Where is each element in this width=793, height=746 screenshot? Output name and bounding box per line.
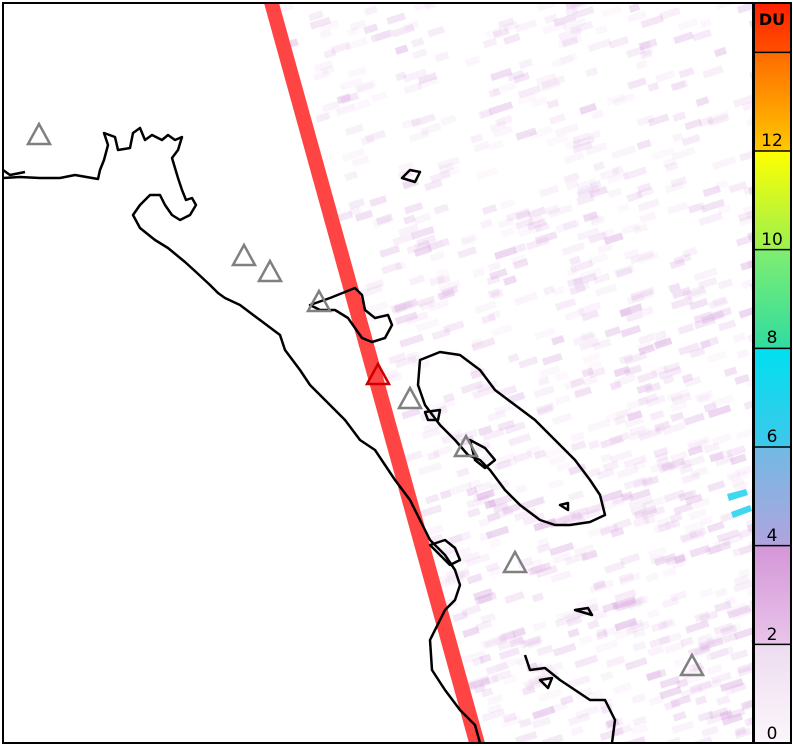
volcano-marker	[501, 549, 529, 574]
colorbar-tick-label: 2	[767, 625, 778, 645]
colorbar-band	[754, 3, 791, 53]
high-so2-pixels	[727, 489, 752, 518]
volcano-marker	[305, 288, 333, 313]
colorbar-band	[754, 52, 791, 152]
colorbar-unit-label: DU	[759, 10, 785, 29]
colorbar-band	[754, 644, 791, 743]
volcano-marker	[256, 258, 284, 283]
colorbar-tick-label: 6	[767, 427, 778, 447]
volcano-marker	[25, 121, 53, 146]
colorbar-tick-label: 0	[767, 724, 778, 744]
colorbar-tick-labels: DU 0 2 4 6 8 10 12	[759, 10, 785, 744]
colorbar-tick-label: 12	[761, 131, 783, 151]
volcano-marker	[678, 652, 706, 677]
colorbar-tick-label: 10	[761, 230, 783, 250]
colorbar-frame	[753, 2, 792, 744]
colorbar-band	[754, 447, 791, 546]
colorbar-tick-label: 4	[767, 526, 778, 546]
coastlines	[3, 126, 617, 743]
colorbar-band	[754, 151, 791, 250]
volcano-marker	[452, 433, 480, 458]
colorbar-tick-label: 8	[767, 328, 778, 348]
colorbar	[753, 2, 792, 744]
highlighted-volcano-marker	[364, 361, 392, 386]
volcano-marker	[230, 242, 258, 267]
colorbar-band	[754, 249, 791, 349]
so2-background-pixels	[278, 3, 753, 743]
satellite-swath	[264, 3, 485, 743]
volcano-marker	[396, 385, 424, 410]
colorbar-band	[754, 348, 791, 447]
volcano-markers	[25, 121, 706, 677]
colorbar-band	[754, 545, 791, 645]
